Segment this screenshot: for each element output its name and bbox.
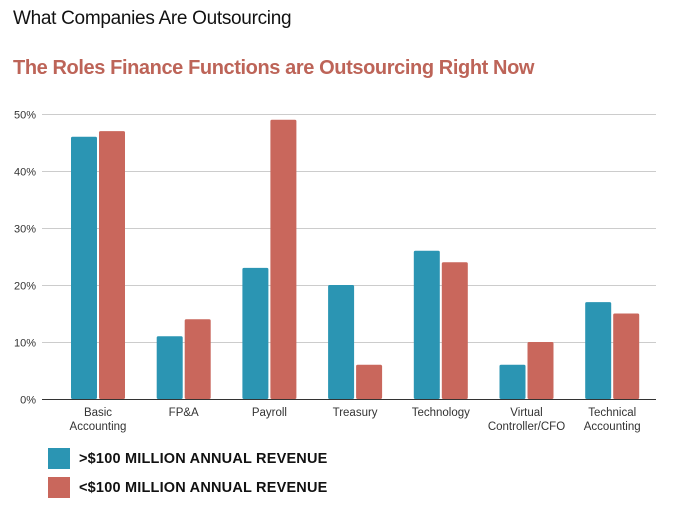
bar-large-revenue [413, 250, 440, 399]
legend-swatch [48, 477, 70, 498]
y-tick-label: 10% [14, 338, 36, 350]
y-axis-ticks: 0% 10% 20% 30% 40% 50% [14, 110, 36, 407]
bar-large-revenue [156, 336, 183, 399]
y-tick-label: 30% [14, 224, 36, 236]
bar-group [71, 131, 125, 400]
x-category-label: Technical Accounting [584, 407, 641, 433]
page-title: What Companies Are Outsourcing [13, 8, 292, 29]
legend-item: >$100 MILLION ANNUAL REVENUE [48, 444, 328, 473]
bars [71, 119, 640, 400]
bar-small-revenue [184, 319, 211, 399]
legend-label: >$100 MILLION ANNUAL REVENUE [79, 450, 328, 467]
x-category-label: Virtual Controller/CFO [488, 407, 565, 433]
bar-large-revenue [499, 364, 526, 399]
y-tick-label: 40% [14, 167, 36, 179]
y-tick-label: 20% [14, 281, 36, 293]
bar-group [328, 285, 383, 399]
x-category-label: FP&A [169, 407, 199, 419]
bar-group [156, 319, 211, 399]
x-category-label: Basic Accounting [70, 407, 127, 433]
legend-item: <$100 MILLION ANNUAL REVENUE [48, 473, 328, 502]
bar-small-revenue [99, 131, 125, 399]
bar-small-revenue [356, 364, 383, 399]
bar-large-revenue [585, 302, 612, 399]
bar-small-revenue [527, 342, 554, 399]
x-category-label: Technology [412, 407, 470, 419]
bar-small-revenue [270, 119, 297, 399]
x-axis-labels: Basic Accounting FP&A Payroll Treasury Techno… [70, 407, 641, 433]
bar-small-revenue [441, 262, 468, 399]
x-category-label: Payroll [252, 407, 287, 419]
bar-group [499, 342, 554, 399]
bar-small-revenue [613, 313, 640, 399]
bar-group [585, 302, 640, 399]
x-category-label: Treasury [333, 407, 378, 419]
bar-large-revenue [328, 285, 355, 399]
bar-large-revenue [71, 136, 97, 400]
bar-chart: 0% 10% 20% 30% 40% 50% Basic Accounting FP&A Pay… [14, 110, 656, 433]
chart-title: The Roles Finance Functions are Outsourc… [13, 57, 535, 79]
bar-group [413, 250, 468, 399]
legend: >$100 MILLION ANNUAL REVENUE <$100 MILLIO… [48, 444, 328, 502]
bar-large-revenue [242, 267, 269, 399]
y-tick-label: 50% [14, 110, 36, 122]
legend-swatch [48, 448, 70, 469]
legend-label: <$100 MILLION ANNUAL REVENUE [79, 479, 328, 496]
bar-group [242, 119, 297, 399]
y-tick-label: 0% [20, 395, 36, 407]
